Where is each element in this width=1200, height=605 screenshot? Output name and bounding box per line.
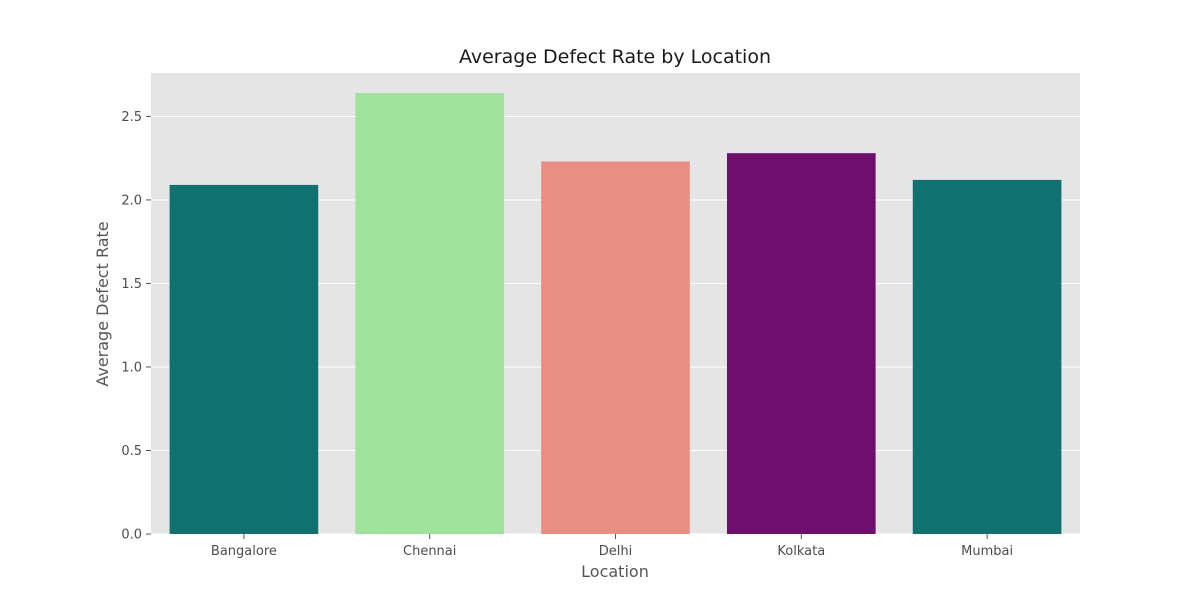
- x-tick-label: Mumbai: [961, 544, 1013, 559]
- x-tick-label: Delhi: [599, 544, 632, 559]
- chart-title: Average Defect Rate by Location: [459, 46, 771, 68]
- bar-chennai: [355, 93, 505, 534]
- y-tick-label: 2.0: [121, 193, 142, 208]
- y-axis-label: Average Defect Rate: [93, 221, 112, 386]
- y-tick-label: 1.0: [121, 360, 142, 375]
- x-tick-label: Kolkata: [777, 544, 825, 559]
- y-tick-label: 2.5: [121, 110, 142, 125]
- y-tick-label: 0.5: [121, 444, 142, 459]
- x-tick-label: Chennai: [403, 544, 456, 559]
- bar-mumbai: [912, 179, 1062, 534]
- x-axis: Bangalore Chennai Delhi Kolkata Mumbai: [211, 534, 1013, 559]
- bar-kolkata: [726, 153, 876, 534]
- bar-delhi: [541, 161, 690, 534]
- x-tick-label: Bangalore: [211, 544, 277, 559]
- y-axis: 0.0 0.5 1.0 1.5 2.0 2.5: [121, 110, 151, 543]
- bar-bangalore: [169, 184, 319, 534]
- x-axis-label: Location: [581, 562, 649, 581]
- y-tick-label: 0.0: [121, 528, 142, 543]
- y-tick-label: 1.5: [121, 277, 142, 292]
- bars: [169, 93, 1062, 534]
